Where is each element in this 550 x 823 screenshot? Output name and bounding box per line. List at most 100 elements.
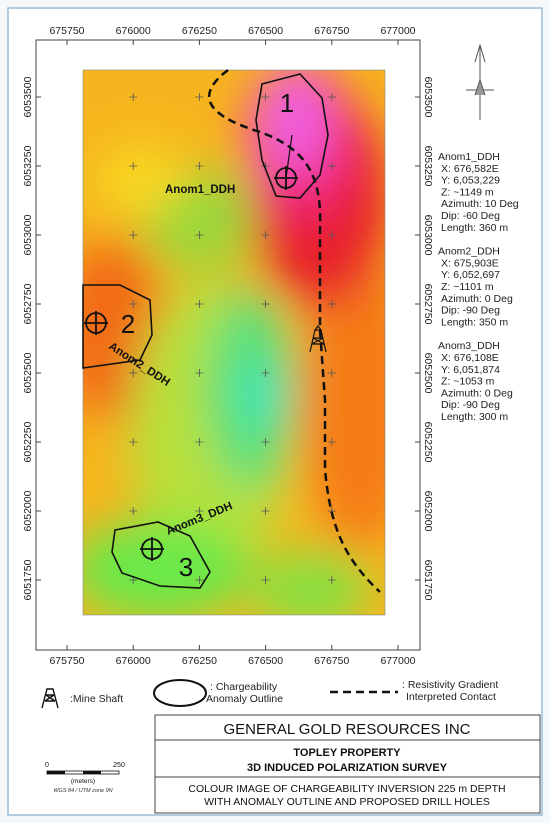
y-tick-label: 6052000: [422, 491, 434, 532]
info-line: Length: 300 m: [441, 411, 508, 423]
grid-cross: [129, 369, 138, 377]
info-line: Z: ~1101 m: [441, 281, 494, 293]
grid-cross: [129, 300, 138, 308]
x-tick-label: 676750: [314, 25, 349, 37]
info-line: Dip: -90 Deg: [441, 305, 500, 317]
info-line: Dip: -60 Deg: [441, 210, 500, 222]
legend-label: :Mine Shaft: [70, 693, 123, 705]
legend-label: : Chargeability: [210, 681, 278, 693]
x-tick-label: 675750: [49, 25, 84, 37]
info-line: Y: 6,051,874: [441, 364, 500, 376]
grid: [129, 93, 336, 584]
x-tick-label: 676500: [248, 655, 283, 667]
anomaly-number: 3: [179, 552, 193, 582]
legend-label: Anomaly Outline: [206, 693, 283, 705]
grid-cross: [261, 369, 270, 377]
grid-cross: [261, 300, 270, 308]
grid-cross: [195, 576, 204, 584]
anomaly-number: 2: [121, 309, 135, 339]
legend-mine-shaft-icon: [41, 688, 59, 709]
grid-cross: [327, 438, 336, 446]
info-heading: Anom2_DDH: [438, 246, 500, 258]
company-name: GENERAL GOLD RESOURCES INC: [224, 721, 471, 738]
scale-bar: [46, 770, 120, 775]
grid-cross: [129, 507, 138, 515]
x-tick-label: 676750: [314, 655, 349, 667]
anomaly-outline: [111, 521, 211, 589]
survey-name: 3D INDUCED POLARIZATION SURVEY: [247, 762, 448, 774]
info-line: Azimuth: 0 Deg: [441, 387, 513, 399]
scale-label: 250: [113, 762, 125, 769]
info-line: Y: 6,052,697: [441, 269, 500, 281]
legend-label: : Resistivity Gradient: [402, 679, 498, 691]
info-heading: Anom3_DDH: [438, 340, 500, 352]
info-line: X: 676,582E: [441, 163, 499, 175]
grid-cross: [261, 231, 270, 239]
x-tick-label: 676000: [116, 655, 151, 667]
grid-cross: [261, 438, 270, 446]
title-block: [154, 714, 541, 814]
y-tick-label: 6052500: [422, 353, 434, 394]
y-tick-label: 6052500: [22, 352, 34, 393]
legend-anomaly-icon: [153, 679, 207, 707]
anomaly-number: 1: [280, 88, 294, 118]
grid-cross: [327, 369, 336, 377]
scale-label: 0: [45, 762, 49, 769]
y-tick-label: 6052250: [422, 422, 434, 463]
drill-trace: [285, 134, 293, 179]
grid-cross: [195, 231, 204, 239]
x-tick-label: 676250: [182, 25, 217, 37]
info-heading: Anom1_DDH: [438, 151, 500, 163]
x-tick-label: 676500: [248, 25, 283, 37]
info-line: Z: ~1149 m: [441, 186, 494, 198]
y-tick-label: 6052750: [22, 283, 34, 324]
grid-cross: [129, 438, 138, 446]
north-arrow: [466, 43, 494, 120]
x-tick-label: 675750: [49, 655, 84, 667]
info-line: Length: 350 m: [441, 316, 508, 328]
grid-cross: [327, 576, 336, 584]
x-tick-label: 676250: [182, 655, 217, 667]
chargeability-image: [83, 70, 385, 615]
grid-cross: [129, 231, 138, 239]
y-tick-label: 6053250: [22, 145, 34, 186]
grid-cross: [195, 93, 204, 101]
y-tick-label: 6051750: [422, 560, 434, 601]
grid-cross: [327, 231, 336, 239]
property-name: TOPLEY PROPERTY: [293, 747, 401, 759]
grid-cross: [195, 507, 204, 515]
map-description: COLOUR IMAGE OF CHARGEABILITY INVERSION …: [188, 783, 505, 795]
y-tick-label: 6052000: [22, 490, 34, 531]
grid-cross: [195, 369, 204, 377]
info-line: Y: 6,053,229: [441, 175, 500, 187]
map-datum: WGS 84 / UTM zone 9N: [53, 788, 112, 794]
x-tick-label: 677000: [380, 655, 415, 667]
y-tick-label: 6053000: [422, 215, 434, 256]
y-tick-label: 6053500: [422, 77, 434, 118]
info-line: X: 675,903E: [441, 257, 499, 269]
map-description: WITH ANOMALY OUTLINE AND PROPOSED DRILL …: [204, 796, 490, 808]
info-line: Z: ~1053 m: [441, 376, 495, 388]
info-line: Azimuth: 0 Deg: [441, 293, 513, 305]
anomaly-outline: [82, 284, 153, 369]
scale-unit: (meters): [71, 778, 95, 785]
grid-cross: [195, 300, 204, 308]
grid-cross: [261, 507, 270, 515]
y-tick-label: 6052750: [422, 284, 434, 325]
resistivity-contact: [208, 69, 381, 593]
grid-cross: [129, 162, 138, 170]
y-tick-label: 6053250: [422, 146, 434, 187]
legend-label: Interpreted Contact: [406, 691, 496, 703]
info-line: X: 676,108E: [441, 352, 499, 364]
y-tick-label: 6053000: [22, 214, 34, 255]
mine-shaft: [309, 325, 327, 353]
x-tick-label: 677000: [380, 25, 415, 37]
y-tick-label: 6051750: [22, 559, 34, 600]
info-line: Azimuth: 10 Deg: [441, 198, 519, 210]
anomaly-outline: [255, 73, 329, 199]
grid-cross: [327, 93, 336, 101]
info-line: Dip: -90 Deg: [441, 399, 500, 411]
grid-cross: [261, 576, 270, 584]
